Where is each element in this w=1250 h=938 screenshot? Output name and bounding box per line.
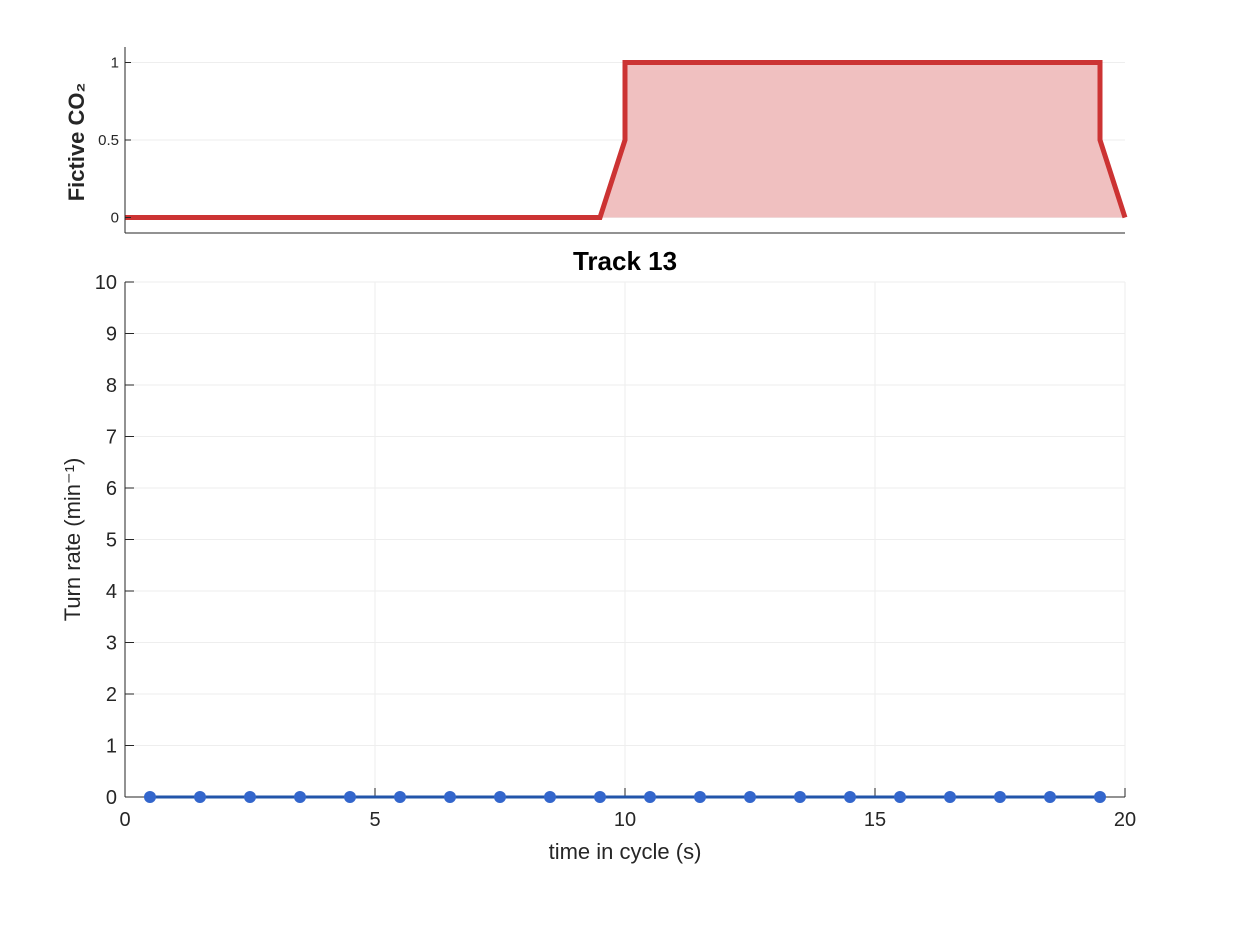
turn-rate-point (194, 791, 206, 803)
co2-y-tick-label: 1 (111, 55, 119, 72)
turn-rate-x-tick-label: 0 (119, 809, 130, 831)
turn-rate-point (644, 791, 656, 803)
turn-rate-point (1044, 791, 1056, 803)
turn-rate-point (794, 791, 806, 803)
turn-rate-point (594, 791, 606, 803)
turn-rate-y-tick-label: 9 (106, 324, 117, 346)
turn-rate-y-tick-label: 4 (106, 581, 117, 603)
turn-rate-point (1094, 791, 1106, 803)
turn-rate-point (894, 791, 906, 803)
turn-rate-x-tick-label: 15 (864, 809, 886, 831)
co2-y-ticks: 00.51 (98, 55, 131, 227)
turn-rate-y-tick-label: 3 (106, 633, 117, 655)
co2-y-tick-label: 0 (111, 210, 119, 227)
turn-rate-y-tick-label: 1 (106, 736, 117, 758)
turn-rate-point (694, 791, 706, 803)
turn-rate-point (744, 791, 756, 803)
turn-rate-point (394, 791, 406, 803)
turn-rate-panel: 0 1 2 3 4 5 6 7 8 9 10 0 5 10 15 20 Track 13 time in c… (60, 246, 1136, 864)
turn-rate-x-axis-label: time in cycle (s) (549, 839, 702, 864)
turn-rate-point (344, 791, 356, 803)
turn-rate-points (144, 791, 1106, 803)
turn-rate-point (844, 791, 856, 803)
turn-rate-x-tick-label: 10 (614, 809, 636, 831)
turn-rate-point (494, 791, 506, 803)
turn-rate-x-tick-label: 20 (1114, 809, 1136, 831)
turn-rate-y-tick-label: 2 (106, 684, 117, 706)
turn-rate-point (244, 791, 256, 803)
turn-rate-point (444, 791, 456, 803)
chart-title: Track 13 (573, 246, 677, 276)
turn-rate-point (944, 791, 956, 803)
co2-y-axis-label: Fictive CO₂ (64, 83, 89, 202)
turn-rate-y-tick-label: 6 (106, 478, 117, 500)
turn-rate-y-tick-label: 5 (106, 530, 117, 552)
co2-series-line (125, 60, 1128, 220)
turn-rate-y-tick-label: 7 (106, 427, 117, 449)
turn-rate-y-tick-label: 10 (95, 272, 117, 294)
co2-y-tick-label: 0.5 (98, 132, 119, 149)
turn-rate-y-axis-label: Turn rate (min⁻¹) (60, 458, 85, 622)
turn-rate-point (144, 791, 156, 803)
turn-rate-point (544, 791, 556, 803)
turn-rate-y-tick-label: 0 (106, 787, 117, 809)
turn-rate-grid (124, 281, 1126, 798)
co2-panel: 00.51 Fictive CO₂ (64, 47, 1128, 234)
turn-rate-y-tick-label: 8 (106, 375, 117, 397)
turn-rate-point (294, 791, 306, 803)
turn-rate-y-ticks: 0 1 2 3 4 5 6 7 8 9 10 (95, 272, 134, 809)
turn-rate-point (994, 791, 1006, 803)
turn-rate-x-ticks: 0 5 10 15 20 (119, 788, 1136, 831)
turn-rate-x-tick-label: 5 (369, 809, 380, 831)
